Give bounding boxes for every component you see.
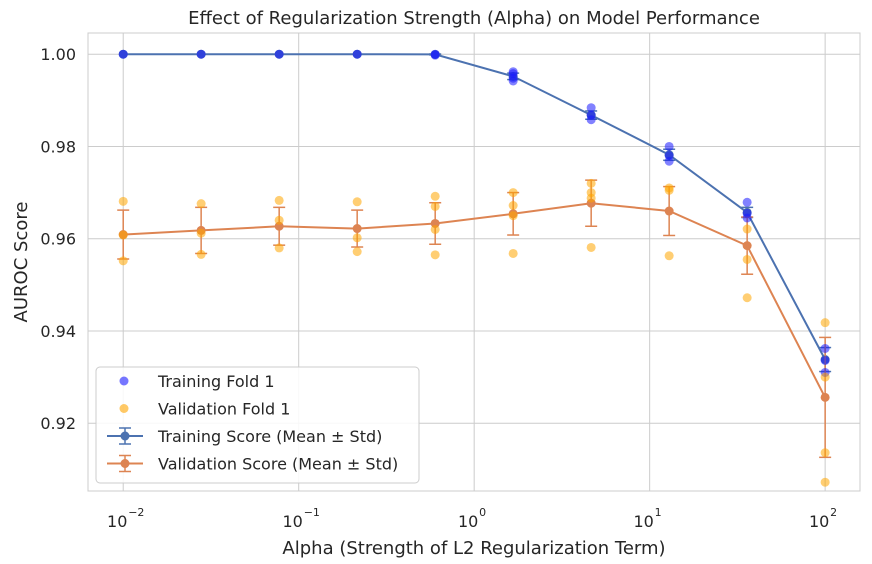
fold-point (586, 103, 596, 113)
fold-point (508, 188, 518, 198)
fold-point (352, 197, 362, 207)
fold-point (274, 215, 284, 225)
legend-marker (119, 376, 129, 386)
x-tick-exponent: −1 (304, 506, 320, 519)
fold-point (430, 201, 440, 211)
legend-label: Validation Score (Mean ± Std) (158, 455, 398, 474)
fold-point (352, 247, 362, 257)
fold-point (430, 50, 440, 60)
fold-point (664, 251, 674, 261)
y-tick-label: 0.92 (40, 414, 76, 433)
fold-point (196, 228, 206, 238)
y-axis-ticks: 0.92 0.94 0.96 0.98 1.00 (40, 45, 76, 433)
y-tick-label: 0.98 (40, 137, 76, 156)
fold-point (196, 199, 206, 209)
fold-point (274, 195, 284, 205)
legend-label: Training Score (Mean ± Std) (157, 427, 382, 446)
legend-item: Validation Score (Mean ± Std) (107, 455, 398, 474)
chart-title: Effect of Regularization Strength (Alpha… (188, 8, 760, 29)
x-axis-ticks: 10 −2 10 −1 10 0 10 1 10 2 (107, 506, 837, 531)
legend-label: Training Fold 1 (157, 372, 275, 391)
fold-point (274, 49, 284, 59)
x-tick-label: 10 (809, 512, 829, 531)
mean-point (664, 206, 674, 216)
x-tick-exponent: −2 (128, 506, 144, 519)
fold-point (820, 477, 830, 487)
fold-point (586, 178, 596, 188)
x-tick-exponent: 1 (655, 506, 662, 519)
legend-frame (95, 366, 420, 484)
y-tick-label: 0.96 (40, 230, 76, 249)
fold-point (118, 230, 128, 240)
x-axis-label: Alpha (Strength of L2 Regularization Ter… (282, 538, 665, 559)
legend-marker (119, 404, 129, 413)
fold-point (508, 76, 518, 86)
series-line (123, 53, 826, 360)
fold-point (664, 156, 674, 166)
y-tick-label: 0.94 (40, 322, 76, 341)
fold-point (586, 242, 596, 252)
fold-point (820, 318, 830, 328)
fold-validation (118, 178, 830, 487)
fold-point (820, 343, 830, 353)
fold-point (508, 200, 518, 210)
legend-label: Validation Fold 1 (158, 400, 290, 419)
mean-point (820, 392, 830, 402)
fold-point (820, 355, 830, 365)
fold-point (742, 254, 752, 264)
legend-marker (120, 431, 130, 441)
fold-point (742, 224, 752, 234)
fold-point (196, 249, 206, 259)
x-tick-label: 10 (107, 512, 127, 531)
fold-point (742, 293, 752, 303)
fold-point (664, 141, 674, 151)
fold-point (742, 197, 752, 207)
legend-marker (120, 459, 130, 468)
legend: Training Fold 1 Validation Fold 1 Training… (95, 366, 420, 484)
legend-item: Validation Fold 1 (119, 400, 290, 419)
fold-point (196, 49, 206, 59)
fold-point (352, 233, 362, 243)
mean-point (352, 224, 362, 234)
fold-point (742, 213, 752, 223)
fold-point (118, 196, 128, 206)
fold-point (118, 256, 128, 266)
fold-point (586, 193, 596, 203)
fold-point (352, 49, 362, 59)
y-tick-label: 1.00 (40, 45, 76, 64)
mean-point (742, 241, 752, 251)
legend-item: Training Score (Mean ± Std) (107, 427, 382, 446)
x-tick-exponent: 0 (479, 506, 486, 519)
fold-point (274, 243, 284, 253)
fold-points-layer (118, 49, 830, 487)
x-tick-exponent: 2 (830, 506, 837, 519)
fold-point (430, 191, 440, 201)
x-tick-label: 10 (633, 512, 653, 531)
fold-point (508, 211, 518, 221)
fold-point (586, 115, 596, 125)
fold-point (508, 248, 518, 258)
legend-item: Training Fold 1 (119, 372, 275, 391)
fold-point (430, 224, 440, 234)
fold-point (820, 448, 830, 458)
x-tick-label: 10 (458, 512, 478, 531)
fold-point (664, 185, 674, 195)
x-tick-label: 10 (283, 512, 303, 531)
fold-point (430, 250, 440, 260)
y-axis-label: AUROC Score (11, 202, 32, 323)
fold-point (820, 372, 830, 382)
series-line (123, 202, 826, 398)
fold-point (118, 49, 128, 59)
